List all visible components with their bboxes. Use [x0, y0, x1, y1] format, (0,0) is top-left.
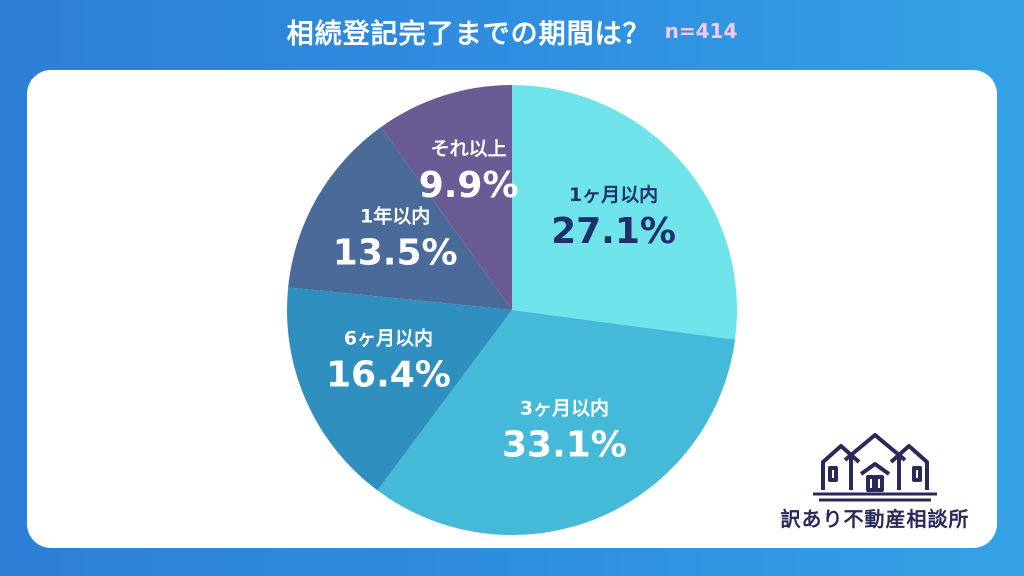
pie-slice: [377, 310, 736, 535]
pie-slice: [287, 287, 512, 491]
slice-value-label: 33.1%: [502, 424, 627, 465]
pie-slice: [512, 85, 737, 340]
slice-category-label: 1年以内: [360, 204, 430, 227]
slice-value-label: 13.5%: [333, 232, 458, 273]
logo: 訳あり不動産相談所: [775, 430, 975, 540]
pie-slice: [380, 85, 512, 310]
chart-card: 1ヶ月以内 27.1% 3ヶ月以内 33.1% 6ヶ月以内 16.4% 1年以内 13.5% そ…: [27, 70, 997, 548]
logo-text: 訳あり不動産相談所: [780, 507, 970, 531]
slice-category-label: 6ヶ月以内: [344, 326, 433, 349]
pie-chart: 1ヶ月以内 27.1% 3ヶ月以内 33.1% 6ヶ月以内 16.4% 1年以内 13.5% そ…: [287, 85, 737, 535]
sample-size: n=414: [664, 19, 738, 43]
pie-slice: [288, 127, 512, 310]
slice-value-label: 16.4%: [326, 354, 451, 395]
slice-category-label: 1ヶ月以内: [569, 183, 658, 206]
slice-category-label: 3ヶ月以内: [520, 396, 609, 419]
slice-value-label: 27.1%: [551, 211, 676, 252]
title-bar: 相続登記完了までの期間は？ n=414: [0, 0, 1024, 62]
house-logo-icon: [813, 433, 937, 502]
chart-title: 相続登記完了までの期間は？: [286, 18, 651, 50]
slice-category-label: それ以上: [431, 138, 507, 160]
slice-value-label: 9.9%: [419, 165, 519, 206]
